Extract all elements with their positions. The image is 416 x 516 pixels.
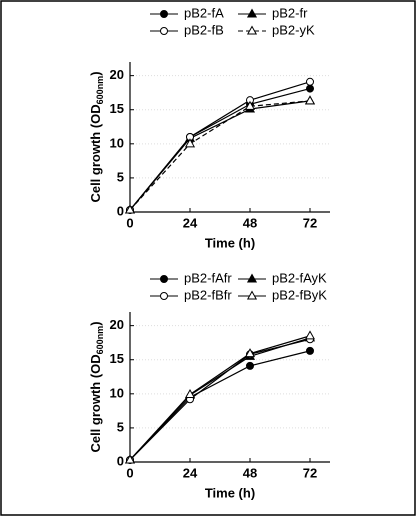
data-point <box>306 77 314 86</box>
y-axis-label-sub: 600nm <box>95 76 105 105</box>
y-tick-label: 20 <box>110 317 124 332</box>
legend-marker <box>246 273 258 283</box>
y-axis-label-sub: 600nm <box>95 326 105 355</box>
x-tick-label: 72 <box>303 215 317 230</box>
y-tick-label: 0 <box>117 453 124 468</box>
legend-label: pB2-fAfr <box>184 270 232 285</box>
data-point <box>306 84 314 93</box>
legend-marker <box>160 10 168 18</box>
data-point <box>246 361 254 370</box>
y-axis-label-main: Cell growth (OD <box>88 354 103 452</box>
legend-marker <box>246 25 258 35</box>
data-point <box>306 346 314 355</box>
x-axis-label: Time (h) <box>205 485 255 500</box>
y-tick-label: 20 <box>110 67 124 82</box>
series-line <box>129 100 311 211</box>
x-tick-label: 0 <box>126 215 133 230</box>
x-tick-label: 48 <box>243 465 257 480</box>
y-tick-label: 0 <box>117 203 124 218</box>
data-point <box>184 138 196 148</box>
x-tick-label: 24 <box>183 465 198 480</box>
legend-marker <box>160 292 168 300</box>
data-point <box>304 330 316 340</box>
x-tick-label: 72 <box>303 465 317 480</box>
y-tick-label: 15 <box>110 101 124 116</box>
legend-label: pB2-fByK <box>272 287 327 302</box>
series-line <box>129 338 311 461</box>
legend-label: pB2-fB <box>184 22 224 37</box>
legend-label: pB2-fBfr <box>184 287 232 302</box>
y-tick-label: 10 <box>110 135 124 150</box>
legend-label: pB2-fA <box>184 5 224 20</box>
x-tick-label: 48 <box>243 215 257 230</box>
data-point <box>244 100 256 110</box>
data-point <box>184 388 196 398</box>
legend-label: pB2-fAyK <box>272 270 327 285</box>
x-axis-label: Time (h) <box>205 235 255 250</box>
x-tick-label: 0 <box>126 465 133 480</box>
x-tick-label: 24 <box>183 215 198 230</box>
legend-marker <box>160 27 168 35</box>
y-tick-label: 5 <box>117 419 124 434</box>
legend-marker <box>246 290 258 300</box>
y-axis-label: Cell growth (OD600nm) <box>88 71 105 202</box>
y-axis-label-end: ) <box>88 321 103 325</box>
data-point <box>244 348 256 358</box>
y-tick-label: 10 <box>110 385 124 400</box>
y-axis-label-main: Cell growth (OD <box>88 104 103 202</box>
legend-label: pB2-fr <box>272 5 308 20</box>
series-line <box>129 335 311 461</box>
y-tick-label: 15 <box>110 351 124 366</box>
data-point <box>124 204 136 214</box>
data-point <box>124 454 136 464</box>
legend-marker <box>160 275 168 283</box>
legend-label: pB2-yK <box>272 22 315 37</box>
y-tick-label: 5 <box>117 169 124 184</box>
data-point <box>304 95 316 105</box>
legend-marker <box>246 8 258 18</box>
y-axis-label-end: ) <box>88 71 103 75</box>
y-axis-label: Cell growth (OD600nm) <box>88 321 105 452</box>
series-line <box>129 81 311 211</box>
series-line <box>129 350 311 461</box>
